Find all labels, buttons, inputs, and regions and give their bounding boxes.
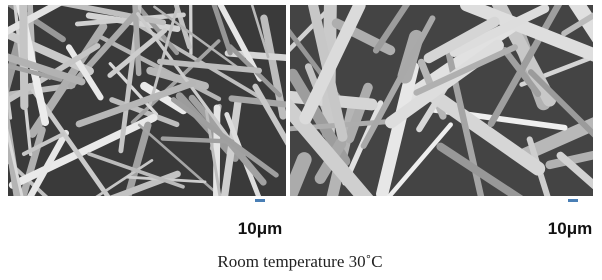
caption: Room temperature 30˚C — [217, 252, 382, 271]
scale-bar — [568, 199, 578, 202]
scale-label: 10μm — [548, 219, 592, 238]
crystal-rod — [23, 2, 24, 106]
figure: 10μm 10μm Room temperature 30˚C — [0, 0, 602, 275]
scale-bar — [255, 199, 265, 202]
scale-label: 10μm — [238, 219, 282, 238]
crystal-rod — [163, 139, 232, 142]
